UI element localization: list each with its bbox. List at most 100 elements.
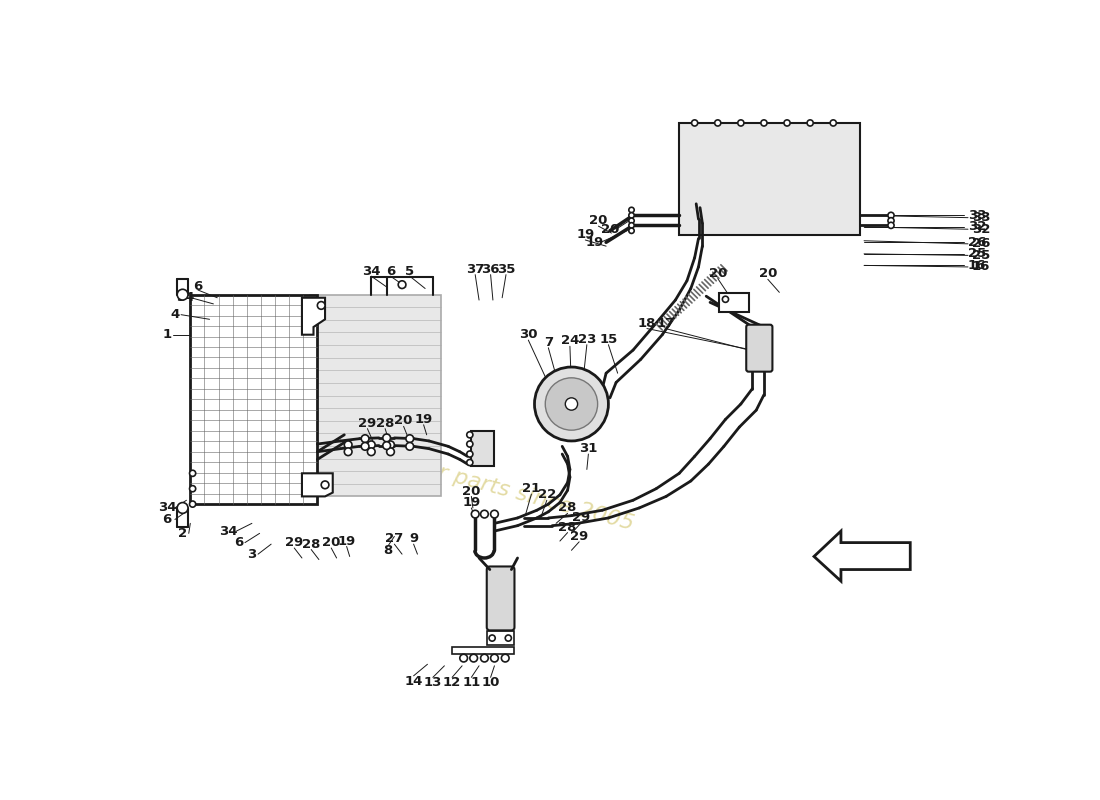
Circle shape: [383, 434, 390, 442]
Text: 29: 29: [570, 530, 589, 543]
Circle shape: [367, 448, 375, 455]
Text: 25: 25: [972, 249, 990, 262]
Circle shape: [189, 470, 196, 476]
Circle shape: [177, 290, 188, 300]
Circle shape: [470, 654, 477, 662]
Text: 26: 26: [968, 236, 987, 249]
Text: 31: 31: [580, 442, 597, 455]
Text: 21: 21: [522, 482, 540, 495]
Circle shape: [481, 510, 488, 518]
Text: 34: 34: [158, 502, 176, 514]
Text: 6: 6: [234, 536, 243, 549]
Circle shape: [715, 120, 720, 126]
Text: 6: 6: [163, 513, 172, 526]
Circle shape: [491, 654, 498, 662]
Text: 20: 20: [322, 536, 340, 549]
Text: 19: 19: [415, 413, 432, 426]
Text: 5: 5: [405, 265, 415, 278]
Text: 19: 19: [585, 236, 604, 249]
Circle shape: [471, 510, 480, 518]
Circle shape: [318, 302, 326, 310]
Bar: [472, 431, 495, 466]
Bar: [452, 646, 514, 654]
Text: 9: 9: [409, 532, 418, 546]
Text: 28: 28: [559, 502, 576, 514]
Circle shape: [406, 434, 414, 442]
Polygon shape: [190, 294, 318, 504]
Circle shape: [761, 120, 767, 126]
Circle shape: [784, 120, 790, 126]
Text: 27: 27: [385, 532, 404, 546]
Circle shape: [629, 222, 635, 228]
Circle shape: [398, 281, 406, 289]
Circle shape: [888, 218, 894, 224]
Text: 34: 34: [220, 525, 238, 538]
Circle shape: [490, 635, 495, 641]
Circle shape: [629, 213, 635, 218]
Text: 20: 20: [759, 266, 777, 280]
Text: 16: 16: [972, 261, 990, 274]
Circle shape: [387, 441, 395, 449]
Text: 30: 30: [519, 328, 538, 341]
Text: 16: 16: [968, 259, 987, 272]
Circle shape: [383, 442, 390, 450]
Circle shape: [466, 459, 473, 466]
Text: 22: 22: [538, 488, 556, 502]
Circle shape: [491, 510, 498, 518]
Text: 36: 36: [482, 262, 499, 276]
Circle shape: [361, 442, 368, 450]
Text: 18: 18: [638, 317, 656, 330]
FancyBboxPatch shape: [486, 566, 515, 630]
Text: 13: 13: [424, 676, 442, 690]
Text: 20: 20: [395, 414, 412, 427]
Circle shape: [565, 398, 578, 410]
Circle shape: [189, 486, 196, 492]
Circle shape: [692, 120, 697, 126]
Text: 33: 33: [972, 211, 990, 224]
Text: 33: 33: [968, 209, 987, 222]
Text: 20: 20: [462, 485, 481, 498]
Circle shape: [535, 367, 608, 441]
Text: 29: 29: [572, 511, 590, 525]
Circle shape: [466, 441, 473, 447]
Text: 29: 29: [359, 417, 376, 430]
Text: 32: 32: [968, 220, 987, 234]
Circle shape: [406, 442, 414, 450]
Polygon shape: [301, 298, 326, 334]
Text: 15: 15: [600, 333, 617, 346]
Circle shape: [189, 501, 196, 507]
Circle shape: [367, 441, 375, 449]
Text: 4: 4: [170, 308, 179, 321]
Text: 8: 8: [384, 544, 393, 557]
Text: a passion for parts since 2005: a passion for parts since 2005: [306, 428, 637, 534]
Circle shape: [830, 120, 836, 126]
Bar: [680, 123, 860, 234]
Polygon shape: [719, 293, 749, 312]
Text: 28: 28: [376, 417, 394, 430]
Text: 2: 2: [178, 527, 187, 540]
Circle shape: [177, 502, 188, 514]
Text: 12: 12: [443, 676, 461, 690]
Text: 35: 35: [497, 262, 515, 276]
Text: 29: 29: [285, 536, 304, 549]
Text: 20: 20: [601, 222, 619, 236]
Text: 24: 24: [561, 334, 579, 347]
Circle shape: [888, 212, 894, 218]
Text: 19: 19: [462, 496, 481, 509]
Circle shape: [344, 441, 352, 449]
Text: 32: 32: [972, 222, 990, 236]
Circle shape: [505, 635, 512, 641]
Polygon shape: [301, 474, 332, 496]
Polygon shape: [814, 531, 911, 581]
Circle shape: [629, 218, 635, 223]
Text: 7: 7: [543, 336, 553, 349]
Text: 14: 14: [405, 674, 422, 688]
Text: 1: 1: [163, 328, 172, 341]
Circle shape: [546, 378, 597, 430]
Circle shape: [321, 481, 329, 489]
Circle shape: [807, 120, 813, 126]
Text: 19: 19: [338, 534, 355, 547]
Text: 17: 17: [657, 317, 674, 330]
Circle shape: [629, 228, 635, 234]
Text: 20: 20: [590, 214, 607, 227]
